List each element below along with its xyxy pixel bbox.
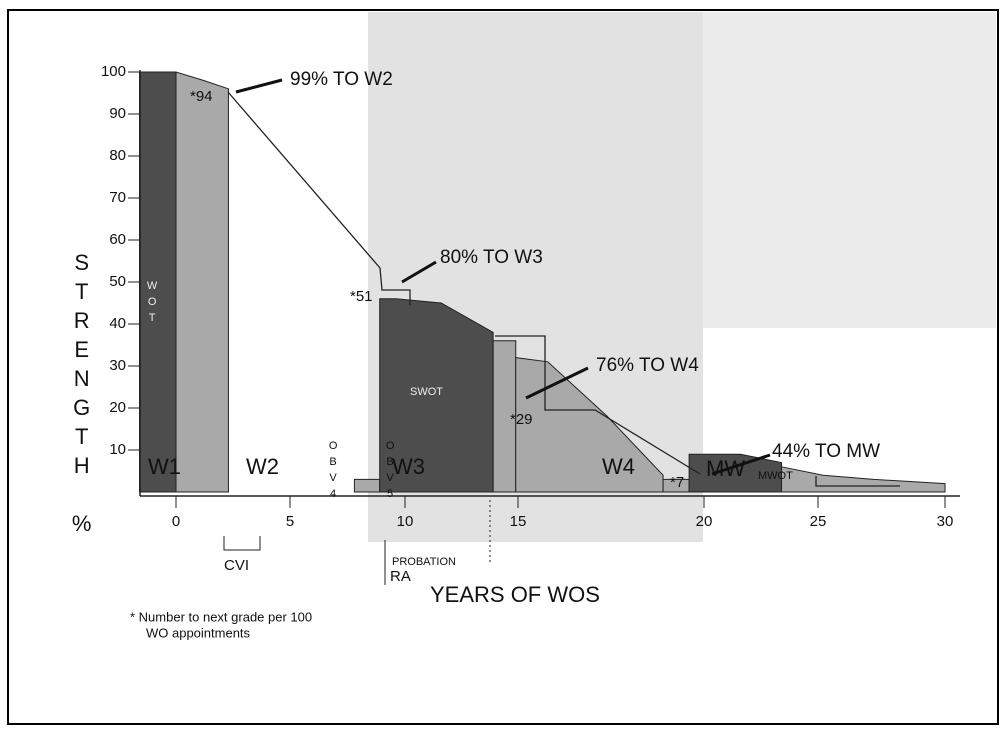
y-tick-label: 80 (109, 147, 126, 164)
y-tick-label: 100 (101, 63, 126, 80)
y-tick-label: 40 (109, 315, 126, 332)
area (492, 340, 517, 493)
cvi-bracket (223, 536, 261, 551)
x-axis-label: YEARS OF WOS (430, 582, 600, 607)
y-tick-label: 70 (109, 189, 126, 206)
grade-label: W1 (148, 454, 181, 479)
connector (227, 91, 411, 305)
annotation: 76% TO W4 (596, 355, 699, 376)
footnote: WO appointments (146, 625, 251, 640)
x-tick-label: 5 (286, 513, 294, 530)
series-label: WOT (146, 280, 158, 328)
y-axis-label: STRENGTH % (69, 250, 94, 540)
annotation: 44% TO MW (772, 441, 880, 462)
connector (495, 335, 701, 475)
obv-label: OBV5 (384, 440, 396, 504)
annotation: 99% TO W2 (290, 69, 393, 90)
y-tick-label: 50 (109, 273, 126, 290)
connector (815, 476, 900, 487)
grade-label: W4 (602, 454, 635, 479)
y-tick-label: 10 (109, 441, 126, 458)
x-tick-label: 15 (510, 513, 527, 530)
series-label: SWOT (410, 386, 443, 398)
area (175, 71, 229, 493)
x-tick-label: 20 (696, 513, 713, 530)
y-tick-label: 60 (109, 231, 126, 248)
y-tick-label: 20 (109, 399, 126, 416)
x-tick-label: 25 (810, 513, 827, 530)
grade-label: MW (706, 456, 745, 481)
grade-label: W2 (246, 454, 279, 479)
arrows (235, 78, 771, 476)
series-label: MWOT (758, 470, 793, 482)
area (353, 478, 381, 493)
annotation: 80% TO W3 (440, 247, 543, 268)
x-tick-label: 30 (937, 513, 954, 530)
grade-label: W3 (392, 454, 425, 479)
other-label: CVI (224, 557, 249, 574)
y-tick-label: 30 (109, 357, 126, 374)
asterisk-label: *51 (350, 288, 373, 305)
asterisk-label: *94 (190, 88, 213, 105)
photo-backdrop (703, 12, 996, 328)
obv-label: OBV4 (327, 440, 339, 504)
x-tick-label: 0 (172, 513, 180, 530)
footnote: * Number to next grade per 100 (130, 609, 312, 624)
x-tick-label: 10 (397, 513, 414, 530)
other-label: PROBATION (392, 556, 456, 568)
asterisk-label: *7 (670, 474, 684, 491)
asterisk-label: *29 (510, 411, 533, 428)
other-label: RA (390, 568, 411, 585)
y-tick-label: 90 (109, 105, 126, 122)
